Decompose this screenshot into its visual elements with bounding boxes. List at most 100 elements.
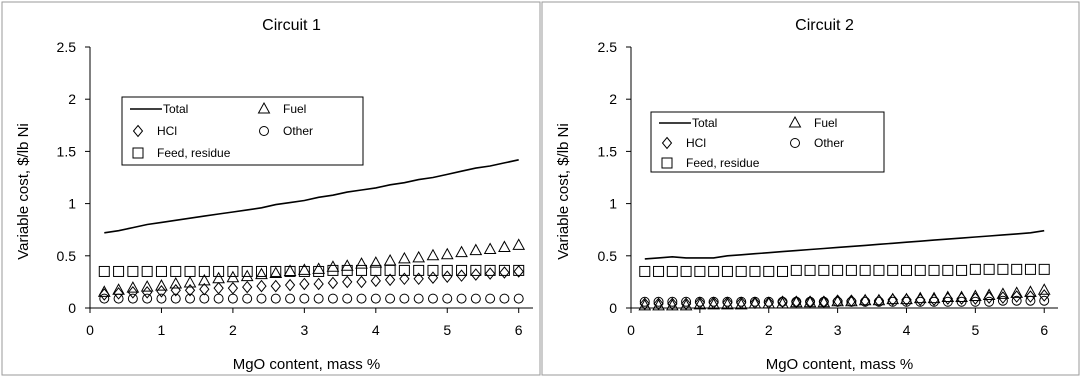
x-tick-label: 5 (443, 322, 451, 338)
data-point (846, 296, 857, 307)
series-total (104, 159, 519, 234)
data-point (845, 264, 857, 276)
data-point (240, 269, 254, 282)
data-point (667, 297, 678, 311)
data-point (413, 264, 425, 276)
data-point (484, 264, 496, 276)
data-point (327, 276, 339, 290)
data-point (483, 242, 497, 255)
series-other (99, 293, 524, 304)
data-point (667, 296, 678, 307)
data-point (666, 265, 678, 277)
x-tick-label: 1 (158, 322, 166, 338)
data-point (327, 264, 339, 276)
legend-swatch (661, 157, 673, 169)
data-point (413, 293, 424, 304)
data-point (721, 265, 733, 277)
y-tick-label: 2 (68, 91, 76, 107)
data-point (140, 280, 154, 292)
data-point (860, 296, 871, 307)
data-point (469, 243, 483, 256)
data-point (313, 265, 325, 277)
data-point (680, 297, 692, 311)
data-point (426, 248, 440, 261)
data-point (256, 279, 267, 293)
data-point (356, 264, 368, 276)
data-point (1011, 263, 1023, 275)
data-point (126, 281, 140, 293)
x-tick-label: 3 (834, 322, 842, 338)
data-point (694, 296, 705, 307)
data-point (312, 262, 325, 274)
x-axis-label: MgO content, mass % (766, 356, 914, 373)
data-point (284, 265, 296, 277)
data-point (442, 293, 453, 304)
data-point (1038, 263, 1050, 275)
data-point (227, 293, 238, 304)
x-tick-label: 6 (1040, 322, 1048, 338)
data-point (1010, 286, 1024, 298)
data-point (832, 264, 844, 276)
legend-label: HCl (157, 124, 177, 138)
chart-border (1, 1, 541, 376)
data-point (873, 296, 884, 307)
data-point (427, 264, 439, 276)
data-point (142, 286, 153, 299)
data-point (169, 276, 183, 289)
data-point (313, 277, 324, 291)
legend-swatch (132, 147, 144, 159)
data-point (969, 263, 981, 275)
data-point (412, 250, 426, 263)
data-point (199, 282, 210, 296)
data-point (440, 247, 454, 260)
legend-box (650, 111, 885, 173)
data-point (513, 293, 524, 304)
data-point (269, 266, 283, 279)
data-point (942, 264, 954, 276)
chart-panel-1: Circuit 1 0 0.5 1 1.5 2 2.5 0 1 2 3 4 5 6 MgO content,… (1, 1, 541, 376)
data-point (456, 293, 467, 304)
data-point (873, 264, 885, 276)
data-point (326, 260, 340, 272)
data-point (455, 245, 468, 258)
data-point (942, 296, 953, 307)
legend-label: Feed, residue (686, 156, 760, 170)
x-tick-label: 4 (372, 322, 380, 338)
x-tick-label: 1 (696, 322, 704, 338)
data-point (887, 264, 899, 276)
data-point (859, 264, 871, 276)
data-point (1039, 289, 1050, 302)
data-point (413, 272, 424, 286)
data-point (914, 264, 926, 276)
x-tick-label: 2 (229, 322, 237, 338)
y-tick-label: 1 (68, 196, 76, 212)
data-point (399, 272, 410, 286)
data-point (99, 288, 110, 301)
data-point (653, 296, 664, 307)
y-tick-label: 2.5 (57, 39, 77, 55)
y-tick-label: 2.5 (598, 39, 618, 55)
y-tick-label: 1.5 (57, 143, 77, 159)
data-point (928, 264, 940, 276)
chart-title: Circuit 1 (262, 17, 321, 34)
data-point (749, 265, 761, 277)
data-point (485, 293, 496, 304)
legend-label: Other (814, 136, 844, 150)
data-point (736, 296, 747, 307)
data-point (887, 296, 898, 307)
data-point (956, 296, 967, 307)
data-point (255, 265, 267, 277)
data-point (256, 293, 267, 304)
data-point (886, 292, 900, 305)
data-point (470, 293, 481, 304)
legend-label: HCl (686, 136, 706, 150)
x-tick-label: 2 (765, 322, 773, 338)
data-point (763, 265, 775, 277)
data-point (156, 285, 167, 298)
series-hcl (639, 289, 1050, 311)
data-point (777, 295, 788, 309)
data-point (299, 293, 310, 304)
y-tick-label: 0.5 (57, 248, 77, 264)
data-point (681, 296, 692, 307)
data-point (184, 265, 196, 277)
